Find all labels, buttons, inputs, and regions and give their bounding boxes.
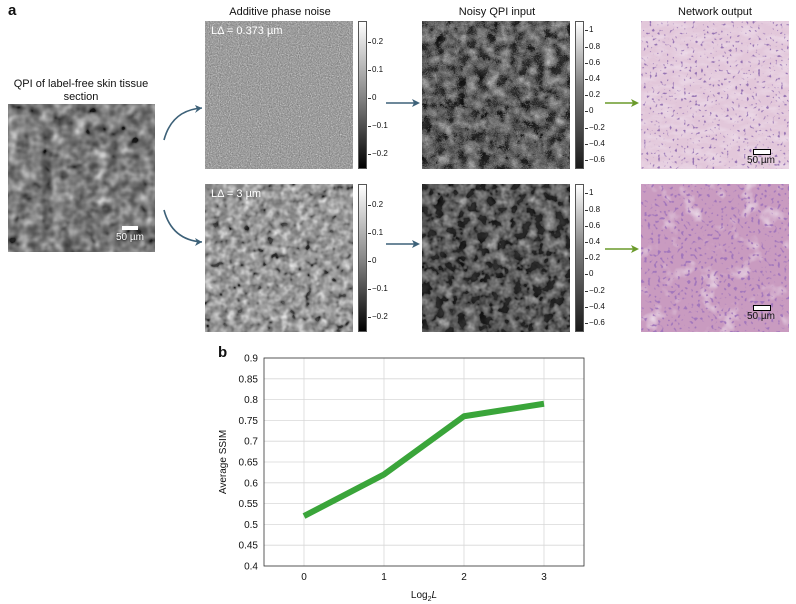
cbar-tick: 0.6	[584, 221, 601, 230]
row2-inset-label: LΔ = 3 µm	[211, 188, 262, 200]
x-axis-label-sub: 2	[428, 596, 432, 603]
y-tick-label: 0.45	[239, 541, 259, 552]
x-tick-label: 0	[301, 572, 307, 583]
cbar-tick: −0.2	[585, 286, 605, 295]
y-tick-label: 0.6	[244, 478, 258, 489]
input-qpi-image: 50 µm	[8, 104, 155, 252]
arrow-row2-blue	[386, 240, 420, 248]
output-scalebar-row2	[753, 305, 771, 311]
network-output-image-row1: 50 µm	[641, 21, 789, 169]
cbar-tick: 0.8	[584, 42, 601, 51]
y-axis-label: Average SSIM	[218, 430, 229, 494]
x-tick-label: 1	[381, 572, 387, 583]
col-qpi-title: Noisy QPI input	[458, 6, 536, 18]
cbar-tick: −0.6	[585, 155, 605, 164]
cbar-tick: 0.4	[584, 237, 601, 246]
y-tick-label: 0.9	[244, 354, 258, 365]
panel-a-letter: a	[8, 2, 17, 19]
y-tick-label: 0.8	[244, 395, 258, 406]
cbar-tick: −0.2	[368, 149, 388, 158]
input-label: QPI of label-free skin tissue section	[13, 78, 149, 103]
cbar-tick: −0.4	[585, 302, 605, 311]
panel-b-letter: b	[218, 344, 228, 361]
output-scalebar-label-row1: 50 µm	[747, 155, 775, 166]
cbar-tick: 0.2	[584, 253, 601, 262]
y-tick-label: 0.5	[244, 520, 258, 531]
cbar-tick: 0.4	[584, 74, 601, 83]
noisy-qpi-image-row2	[422, 184, 570, 332]
x-tick-label: 3	[541, 572, 547, 583]
cbar-tick: −0.6	[585, 318, 605, 327]
row1-inset-label: LΔ = 0.373 µm	[211, 25, 283, 37]
col-noise-title: Additive phase noise	[229, 6, 331, 18]
arrow-row1-blue	[386, 99, 420, 107]
input-scalebar	[122, 226, 138, 230]
noise-image-row2: LΔ = 3 µm	[205, 184, 353, 332]
x-tick-label: 2	[461, 572, 467, 583]
input-scalebar-label: 50 µm	[116, 232, 144, 243]
cbar-tick: −0.1	[368, 121, 388, 130]
qpi-colorbar-row1	[575, 21, 584, 169]
cbar-tick: 0.1	[367, 228, 384, 237]
x-axis-label-end: L	[432, 590, 438, 601]
output-scalebar-row1	[753, 149, 771, 155]
cbar-tick: 0.6	[584, 58, 601, 67]
noise-colorbar-row2	[358, 184, 367, 332]
qpi-colorbar-row2	[575, 184, 584, 332]
cbar-tick: 1	[584, 25, 594, 34]
cbar-tick: 1	[584, 188, 594, 197]
cbar-tick: 0	[584, 106, 594, 115]
noisy-qpi-image-row1	[422, 21, 570, 169]
x-tick-labels: 0 1 2 3	[301, 572, 547, 583]
cbar-tick: 0.1	[367, 65, 384, 74]
ssim-line-chart: 0.4 0.45 0.5 0.55 0.6 0.65 0.7 0.75 0.8 0.85 0.9 0…	[218, 354, 585, 603]
y-tick-labels: 0.4 0.45 0.5 0.55 0.6 0.65 0.7 0.75 0.8 0.85 0.9	[239, 354, 259, 573]
split-arrows	[163, 105, 203, 246]
y-tick-label: 0.55	[239, 499, 259, 510]
cbar-tick: 0.2	[584, 90, 601, 99]
col-output-title: Network output	[678, 6, 752, 18]
y-tick-label: 0.4	[244, 562, 258, 573]
cbar-tick: −0.2	[368, 312, 388, 321]
arrow-row2-green	[605, 245, 639, 253]
cbar-tick: −0.2	[585, 123, 605, 132]
y-tick-label: 0.85	[239, 374, 259, 385]
chart-grid	[264, 357, 584, 567]
cbar-tick: 0.2	[367, 200, 384, 209]
y-tick-label: 0.75	[239, 416, 259, 427]
cbar-tick: 0.2	[367, 37, 384, 46]
cbar-tick: 0.8	[584, 205, 601, 214]
noise-image-row1: LΔ = 0.373 µm	[205, 21, 353, 169]
y-tick-label: 0.65	[239, 458, 259, 469]
network-output-image-row2: 50 µm	[641, 184, 789, 332]
arrow-row1-green	[605, 99, 639, 107]
cbar-tick: 0	[367, 256, 377, 265]
cbar-tick: 0	[584, 269, 594, 278]
y-tick-label: 0.7	[244, 437, 258, 448]
x-axis-label-main: Log	[411, 590, 428, 601]
cbar-tick: −0.1	[368, 284, 388, 293]
plot-frame	[263, 357, 585, 567]
ssim-series-line	[302, 400, 545, 519]
ssim-points	[303, 403, 545, 517]
cbar-tick: 0	[367, 93, 377, 102]
cbar-tick: −0.4	[585, 139, 605, 148]
output-scalebar-label-row2: 50 µm	[747, 311, 775, 322]
noise-colorbar-row1	[358, 21, 367, 169]
x-axis-label: Log2L	[411, 590, 437, 603]
